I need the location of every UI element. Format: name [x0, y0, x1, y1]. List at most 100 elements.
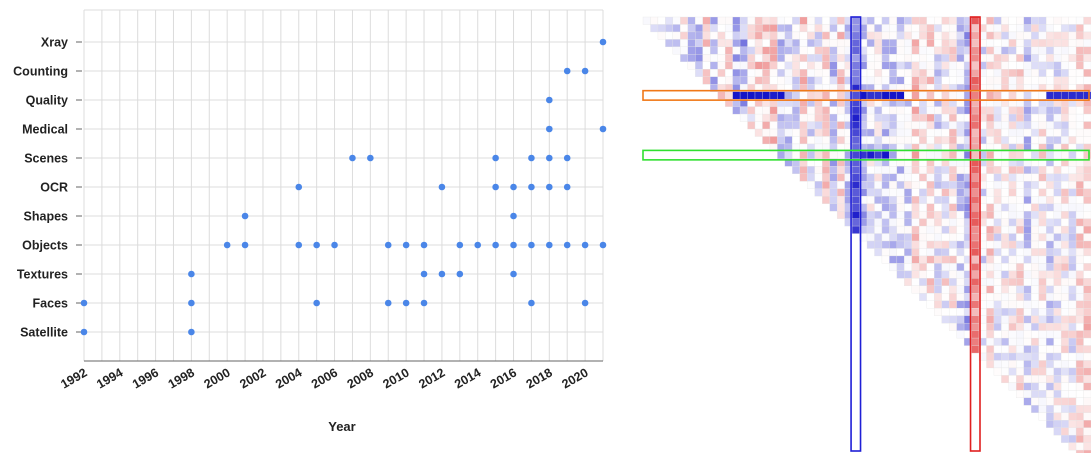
heatmap-cell — [866, 31, 875, 40]
heatmap-cell — [1053, 210, 1062, 219]
heatmap-cell — [1016, 263, 1025, 272]
heatmap-cell — [747, 46, 756, 55]
heatmap-cell — [769, 46, 778, 55]
heatmap-cell — [1068, 308, 1077, 316]
heatmap-cell — [784, 69, 793, 77]
heatmap-cell — [993, 255, 1002, 264]
heatmap-cell — [1001, 293, 1010, 301]
heatmap-cell — [1046, 382, 1054, 391]
heatmap-cell — [747, 121, 756, 130]
heatmap-cell — [919, 76, 927, 85]
heatmap-cell — [1075, 293, 1084, 301]
heatmap-cell — [1083, 210, 1091, 219]
heatmap-cell — [941, 39, 950, 48]
heatmap-cell — [889, 263, 898, 272]
heatmap-cell — [784, 54, 793, 62]
heatmap-cell — [993, 196, 1002, 204]
heatmap-cell — [904, 218, 913, 227]
heatmap-cell — [695, 54, 703, 62]
heatmap-cell — [993, 24, 1002, 33]
heatmap-cell — [754, 128, 763, 137]
heatmap-cell — [777, 136, 786, 145]
heatmap-cell — [881, 128, 890, 137]
heatmap-cell — [866, 196, 875, 204]
heatmap-cell — [941, 218, 950, 227]
heatmap-cell — [724, 91, 733, 100]
heatmap-cell — [1060, 337, 1069, 346]
heatmap-cell — [866, 69, 875, 77]
heatmap-cell — [1046, 128, 1054, 137]
heatmap-cell — [1068, 337, 1077, 346]
heatmap-cell — [1016, 375, 1025, 384]
heatmap-cell — [1046, 240, 1054, 249]
heatmap-cell — [1046, 151, 1054, 160]
heatmap-cell — [1068, 442, 1077, 451]
heatmap-cell — [904, 210, 913, 219]
heatmap-cell — [1053, 345, 1062, 354]
heatmap-cell — [889, 54, 898, 62]
heatmap-cell — [993, 308, 1002, 316]
heatmap-cell — [851, 54, 860, 62]
heatmap-cell — [1046, 210, 1054, 219]
heatmap-cell — [934, 76, 942, 85]
heatmap-cell — [747, 39, 756, 48]
heatmap-cell — [993, 31, 1002, 40]
heatmap-cell — [851, 106, 860, 115]
heatmap-cell — [926, 91, 935, 100]
heatmap-cell — [1031, 390, 1039, 399]
heatmap-cell — [822, 128, 830, 137]
heatmap-cell — [1053, 76, 1062, 85]
heatmap-cell — [1016, 255, 1025, 264]
heatmap-cell — [1060, 181, 1069, 189]
heatmap-cell — [1075, 434, 1084, 443]
heatmap-cell — [702, 31, 711, 40]
heatmap-cell — [971, 203, 980, 212]
heatmap-cell — [1038, 196, 1047, 204]
scatter-point — [528, 241, 535, 249]
scatter-point — [563, 67, 571, 75]
heatmap-cell — [956, 76, 965, 85]
heatmap-cell — [754, 69, 763, 77]
heatmap-cell — [866, 166, 875, 174]
heatmap-cell — [919, 16, 927, 25]
heatmap-cell — [792, 31, 800, 40]
heatmap-cell — [799, 24, 808, 33]
heatmap-cell — [874, 188, 883, 197]
heatmap-cell — [904, 233, 913, 242]
heatmap-cell — [739, 91, 748, 100]
heatmap-cell — [993, 16, 1002, 25]
heatmap-cell — [1008, 151, 1017, 160]
heatmap-cell — [1060, 106, 1069, 115]
heatmap-cell — [956, 270, 965, 279]
heatmap-cell — [896, 263, 905, 272]
scatter-point — [420, 241, 428, 249]
heatmap-cell — [941, 210, 950, 219]
heatmap-cell — [1053, 166, 1062, 174]
x-tick-label: 2014 — [452, 365, 483, 391]
heatmap-cell — [896, 91, 905, 100]
heatmap-cell — [896, 136, 905, 145]
heatmap-cell — [836, 16, 845, 25]
heatmap-cell — [993, 173, 1002, 182]
heatmap-cell — [851, 69, 860, 77]
heatmap-cell — [1053, 225, 1062, 234]
heatmap-cell — [1046, 375, 1054, 384]
heatmap-cell — [1031, 397, 1039, 406]
heatmap-cell — [1083, 173, 1091, 182]
heatmap-cell — [1016, 330, 1025, 339]
heatmap-cell — [1038, 315, 1047, 324]
scatter-point — [402, 241, 410, 249]
heatmap-cell — [1016, 196, 1025, 204]
heatmap-cell — [1031, 46, 1039, 55]
heatmap-cell — [702, 76, 711, 85]
heatmap-cell — [1008, 322, 1017, 331]
heatmap-cell — [1023, 76, 1032, 85]
heatmap-cell — [822, 188, 830, 197]
heatmap-cell — [941, 31, 950, 40]
heatmap-cell — [993, 337, 1002, 346]
heatmap-cell — [695, 16, 703, 25]
heatmap-cell — [911, 121, 920, 130]
heatmap-cell — [919, 31, 927, 40]
y-tick-label: Quality — [26, 94, 68, 108]
heatmap-cell — [919, 106, 927, 115]
